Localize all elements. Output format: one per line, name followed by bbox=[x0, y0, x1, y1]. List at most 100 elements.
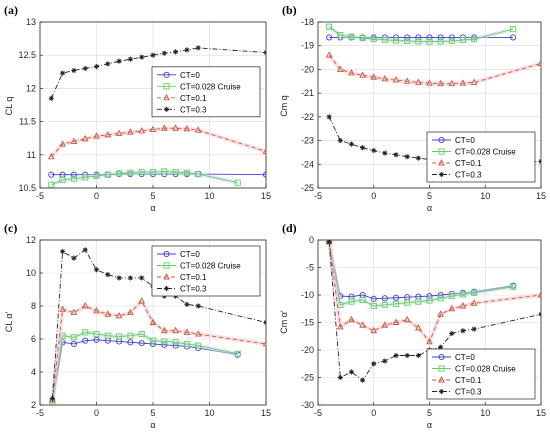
legend-swatch-marker bbox=[438, 353, 445, 361]
data-point bbox=[471, 326, 477, 332]
y-tick-label: -25 bbox=[301, 183, 314, 193]
data-point bbox=[510, 283, 517, 290]
y-tick-label: -23 bbox=[301, 136, 314, 146]
data-point bbox=[48, 171, 55, 178]
data-point bbox=[449, 330, 455, 337]
data-point bbox=[183, 340, 190, 348]
data-point bbox=[426, 79, 433, 86]
data-point bbox=[403, 77, 411, 84]
legend-label: CT=0.1 bbox=[455, 376, 482, 385]
data-point bbox=[470, 78, 478, 85]
data-point bbox=[82, 247, 88, 253]
series-line bbox=[328, 241, 541, 343]
series-band bbox=[327, 241, 541, 346]
legend-label: CT=0.3 bbox=[180, 105, 207, 114]
legend: CT=0 CT=0.028 Cruise CT=0.1 CT=0.3 bbox=[426, 131, 536, 183]
data-point bbox=[448, 79, 456, 87]
series-band bbox=[50, 297, 266, 401]
data-point bbox=[59, 140, 66, 147]
data-point bbox=[393, 37, 400, 44]
legend-label: CT=0 bbox=[180, 250, 200, 259]
x-tick-label: 0 bbox=[94, 408, 99, 418]
x-tick-label: 15 bbox=[261, 191, 271, 201]
data-point bbox=[404, 37, 411, 45]
data-point bbox=[393, 152, 399, 158]
y-tick-label: 6 bbox=[31, 334, 36, 344]
legend: CT=0 CT=0.028 Cruise CT=0.1 CT=0.3 bbox=[426, 348, 536, 400]
y-tick-label: 10.5 bbox=[18, 183, 36, 193]
data-point bbox=[459, 36, 467, 44]
x-tick-label: 10 bbox=[204, 191, 214, 201]
data-point bbox=[81, 134, 89, 142]
legend-label: CT=0.3 bbox=[180, 285, 207, 294]
legend-label: CT=0.028 Cruise bbox=[455, 148, 516, 157]
series-line bbox=[51, 300, 266, 401]
data-point bbox=[448, 293, 455, 300]
data-point bbox=[82, 329, 89, 336]
legend-label: CT=0.028 Cruise bbox=[455, 365, 516, 374]
data-point bbox=[404, 299, 411, 306]
data-point bbox=[59, 305, 66, 312]
data-point bbox=[538, 158, 541, 165]
data-point bbox=[359, 71, 366, 78]
y-tick-label: 2 bbox=[31, 400, 36, 410]
legend-label: CT=0 bbox=[455, 353, 475, 362]
y-tick-label: -30 bbox=[301, 400, 314, 410]
data-point bbox=[183, 124, 191, 132]
data-point bbox=[326, 240, 332, 245]
y-tick-label: 11.5 bbox=[19, 117, 36, 127]
data-point bbox=[93, 132, 100, 139]
data-point bbox=[381, 36, 388, 43]
data-point bbox=[138, 297, 146, 304]
x-axis-label: α bbox=[427, 203, 432, 213]
data-point bbox=[82, 174, 89, 181]
y-tick-label: 4 bbox=[31, 367, 36, 377]
data-point bbox=[382, 150, 388, 156]
data-point bbox=[195, 303, 201, 309]
data-point bbox=[392, 294, 400, 301]
x-tick-label: 15 bbox=[536, 191, 546, 201]
data-point bbox=[116, 333, 123, 340]
data-point bbox=[415, 298, 422, 305]
y-tick-label: 12.5 bbox=[18, 50, 36, 60]
data-point bbox=[381, 321, 389, 328]
data-point bbox=[263, 319, 266, 326]
data-point bbox=[370, 302, 377, 310]
data-point bbox=[48, 181, 55, 188]
data-point bbox=[93, 331, 100, 338]
data-point bbox=[138, 340, 145, 347]
data-point bbox=[127, 339, 134, 346]
legend: CT=0 CT=0.028 Cruise CT=0.1 CT=0.3 bbox=[151, 66, 261, 118]
data-point bbox=[415, 324, 422, 331]
series-line bbox=[51, 170, 238, 186]
data-point bbox=[47, 152, 55, 160]
data-point bbox=[195, 171, 202, 178]
x-axis-label: α bbox=[150, 420, 155, 430]
data-point bbox=[172, 326, 179, 334]
data-point bbox=[93, 267, 100, 273]
data-point bbox=[370, 326, 378, 334]
data-point bbox=[510, 26, 517, 33]
data-point bbox=[115, 129, 123, 137]
legend-swatch-marker bbox=[163, 285, 170, 292]
data-point bbox=[161, 50, 167, 56]
data-point bbox=[127, 275, 133, 281]
x-tick-label: 5 bbox=[150, 408, 155, 418]
data-point bbox=[93, 336, 100, 343]
panel-label: (d) bbox=[282, 221, 297, 235]
data-point bbox=[538, 311, 541, 317]
data-point bbox=[437, 310, 444, 317]
legend-swatch-marker bbox=[163, 106, 170, 112]
legend-swatch-marker bbox=[163, 250, 170, 258]
data-point bbox=[393, 300, 400, 307]
data-point bbox=[371, 147, 377, 154]
y-tick-label: -5 bbox=[306, 263, 314, 273]
y-axis-label: CL q bbox=[4, 97, 14, 116]
data-point bbox=[370, 73, 378, 80]
data-point bbox=[537, 59, 541, 66]
panel-c: (c) -5 0 5 10 15 2 4 6 8 10 12 α CL α' CT=0 CT=0.028 Cr… bbox=[4, 221, 271, 430]
data-point bbox=[326, 114, 332, 120]
x-tick-label: 0 bbox=[94, 191, 99, 201]
data-point bbox=[470, 299, 478, 306]
